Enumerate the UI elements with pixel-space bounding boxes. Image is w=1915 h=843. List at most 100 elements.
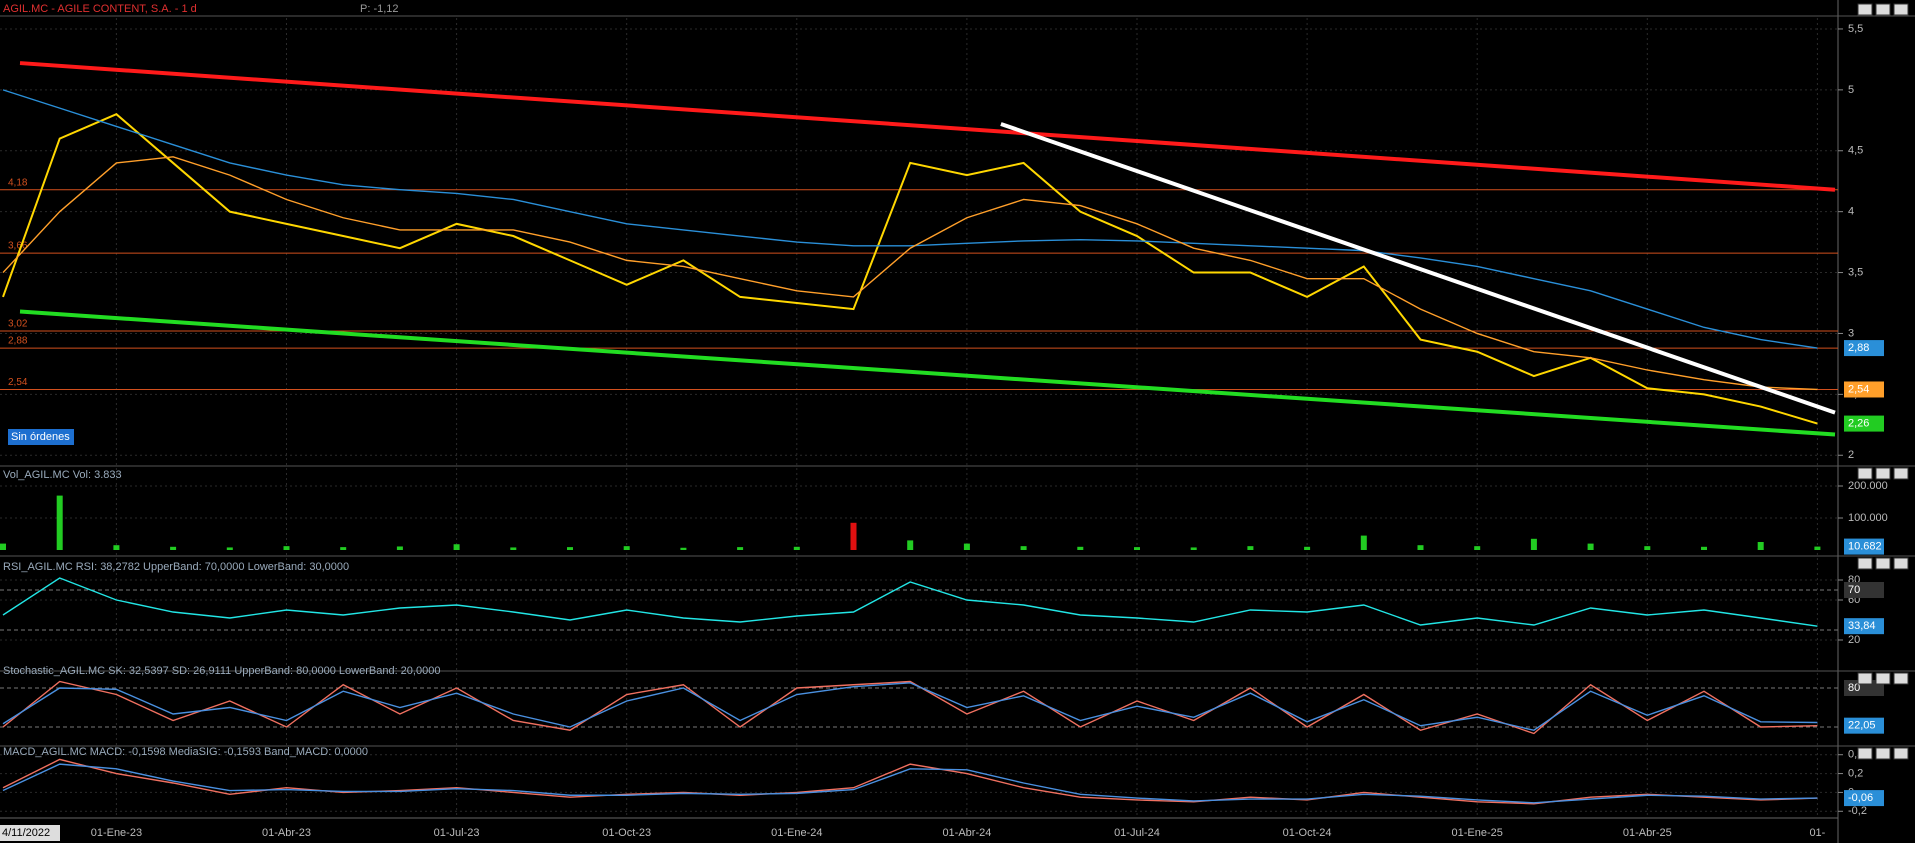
level-label: 2,54 [8, 377, 28, 388]
x-tick-label: 01-Abr-25 [1623, 827, 1672, 839]
price-badge-label: 33,84 [1848, 620, 1876, 632]
series-line [2, 763, 1818, 804]
window-button[interactable] [1857, 467, 1873, 480]
volume-bar [1077, 546, 1084, 550]
volume-bar [56, 495, 63, 550]
x-tick-label: 01-Oct-23 [602, 827, 651, 839]
panel-title: RSI_AGIL.MC RSI: 38,2782 UpperBand: 70,0… [3, 561, 349, 573]
price-badge [1844, 680, 1884, 696]
volume-bar [1530, 538, 1537, 550]
volume-bar [1474, 546, 1481, 550]
volume-bar [0, 543, 6, 550]
x-tick-label: 01-Oct-24 [1283, 827, 1332, 839]
series-line [2, 680, 1818, 735]
price-badge [1844, 618, 1884, 635]
series-line [2, 682, 1818, 732]
volume-bar [1190, 547, 1197, 550]
volume-bar [1701, 546, 1707, 550]
y-tick-label: 0,2 [1848, 767, 1863, 779]
window-button[interactable] [1875, 747, 1891, 760]
trend-line [19, 309, 1836, 437]
y-tick-label: 4 [1848, 206, 1854, 218]
orders-badge [8, 429, 74, 445]
volume-bar [1360, 535, 1367, 550]
window-button[interactable] [1893, 672, 1909, 685]
orders-label: Sin órdenes [11, 431, 70, 443]
volume-bar [453, 544, 460, 550]
trend-line [1000, 122, 1836, 415]
volume-bar [1247, 546, 1254, 550]
window-button[interactable] [1893, 747, 1909, 760]
volume-bar [1417, 545, 1424, 550]
y-tick-label: 2 [1848, 449, 1854, 461]
price-badge [1844, 415, 1884, 432]
volume-bar [1644, 546, 1651, 550]
volume-bar [680, 547, 687, 550]
window-button[interactable] [1875, 467, 1891, 480]
volume-bar [510, 547, 517, 550]
volume-bar [737, 547, 744, 550]
x-tick-label: 01-Abr-23 [262, 827, 311, 839]
price-badge-label: 10.682 [1848, 540, 1882, 552]
trend-line [19, 61, 1836, 192]
volume-bar [1587, 543, 1594, 550]
price-badge-label: 70 [1848, 584, 1860, 596]
price-badge [1844, 381, 1884, 398]
price-badge-label: 2,88 [1848, 342, 1869, 354]
y-tick-label: 20 [1848, 634, 1860, 646]
price-badge [1844, 538, 1884, 555]
level-label: 3,02 [8, 319, 28, 330]
window-button[interactable] [1875, 557, 1891, 570]
price-badge-label: 2,26 [1848, 417, 1869, 429]
price-badge [1844, 790, 1884, 807]
y-tick-label: 5,5 [1848, 23, 1863, 35]
series-line [2, 156, 1818, 391]
x-tick-label: 01-Jul-23 [434, 827, 480, 839]
level-label: 4,18 [8, 177, 28, 188]
volume-bar [283, 546, 290, 550]
x-start-box [0, 825, 60, 841]
window-button[interactable] [1893, 467, 1909, 480]
x-tick-label: 01-Jul-24 [1114, 827, 1160, 839]
window-button[interactable] [1857, 747, 1873, 760]
volume-bar [850, 522, 857, 550]
volume-bar [793, 546, 800, 550]
price-badge [1844, 717, 1884, 734]
price-badge-label: 2,54 [1848, 383, 1869, 395]
volume-bar [113, 545, 120, 550]
x-tick-label: 01- [1809, 827, 1825, 839]
volume-bar [567, 547, 573, 550]
series-line [2, 758, 1818, 805]
volume-bar [623, 546, 630, 550]
volume-bar [170, 546, 177, 550]
panel-title: Vol_AGIL.MC Vol: 3.833 [3, 469, 122, 481]
y-tick-label: -0,2 [1848, 805, 1867, 817]
panel-title: MACD_AGIL.MC MACD: -0,1598 MediaSIG: -0,… [3, 746, 368, 758]
x-tick-label: 4/11/2022 [2, 827, 50, 839]
window-button[interactable] [1893, 557, 1909, 570]
volume-bar [226, 547, 233, 550]
price-badge-label: -0,06 [1848, 792, 1873, 804]
window-button[interactable] [1875, 672, 1891, 685]
series-line [2, 113, 1818, 425]
y-tick-label: 100.000 [1848, 512, 1888, 524]
window-button[interactable] [1857, 3, 1873, 16]
x-tick-label: 01-Ene-24 [771, 827, 822, 839]
panel-subtitle: P: -1,12 [360, 3, 399, 15]
volume-bar [963, 543, 970, 550]
panel-title: AGIL.MC - AGILE CONTENT, S.A. - 1 d [3, 3, 197, 15]
window-button[interactable] [1857, 672, 1873, 685]
y-tick-label: 5 [1848, 84, 1854, 96]
volume-bar [1757, 542, 1764, 550]
window-button[interactable] [1875, 3, 1891, 16]
window-button[interactable] [1893, 3, 1909, 16]
series-line [2, 89, 1818, 349]
series-line [2, 577, 1818, 627]
level-label: 3,66 [8, 241, 28, 252]
volume-bar [340, 547, 347, 550]
price-badge-label: 80 [1848, 682, 1860, 694]
panel-title: Stochastic_AGIL.MC SK: 32,5397 SD: 26,91… [3, 665, 440, 677]
window-button[interactable] [1857, 557, 1873, 570]
